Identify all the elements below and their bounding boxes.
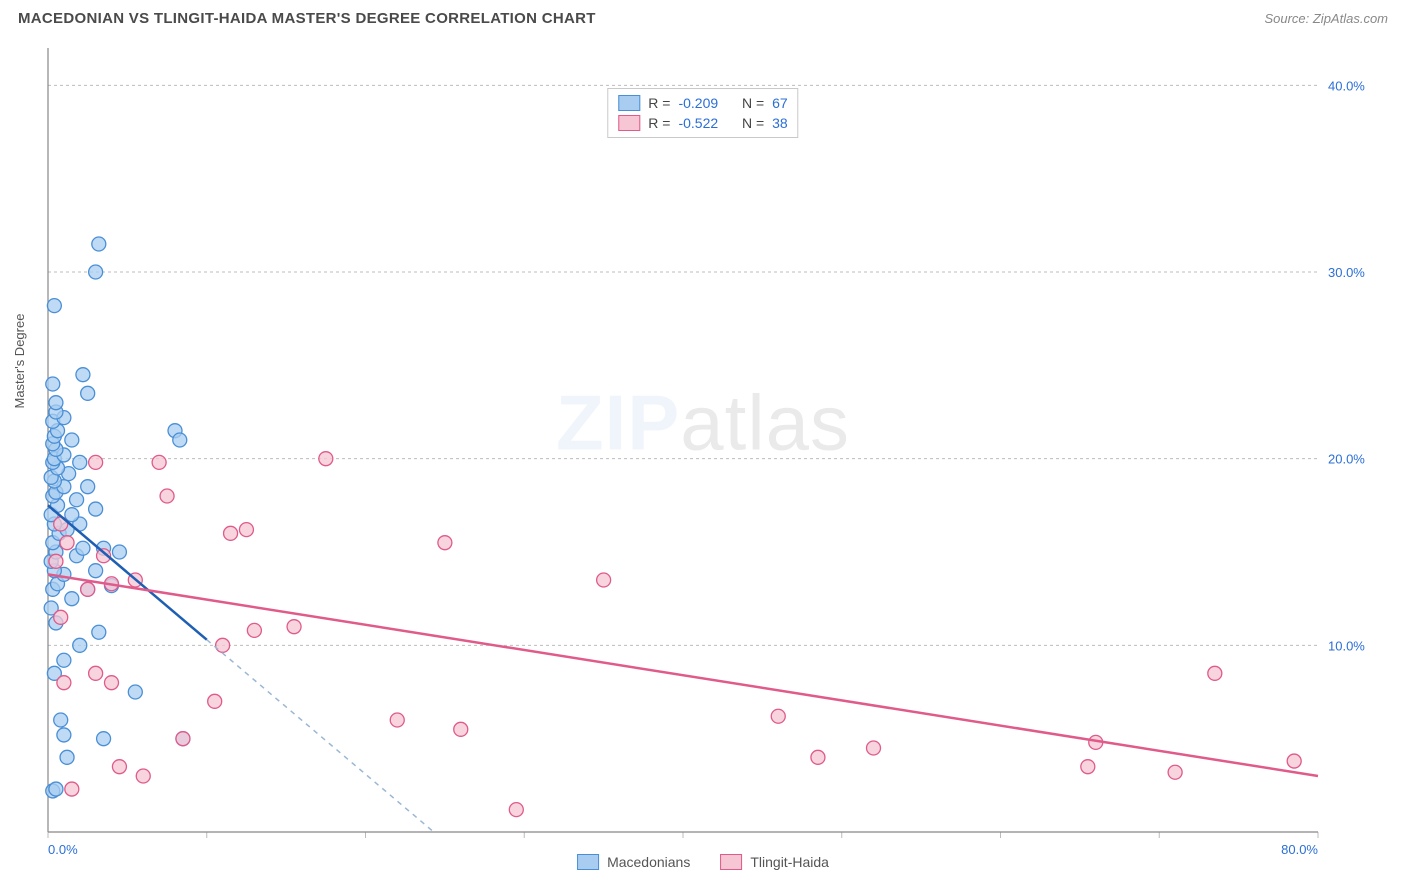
scatter-chart: 10.0% 20.0% 30.0% 40.0% 0.0% 80.0% <box>18 40 1388 872</box>
svg-text:40.0%: 40.0% <box>1328 78 1365 93</box>
swatch-tlingit <box>618 115 640 131</box>
chart-area: Master's Degree ZIPatlas 10.0%20.0%30.0%… <box>18 40 1388 872</box>
swatch-macedonians-icon <box>577 854 599 870</box>
series-legend: Macedonians Tlingit-Haida <box>577 854 829 870</box>
n-value-macedonians: 67 <box>772 95 788 111</box>
chart-title: MACEDONIAN VS TLINGIT-HAIDA MASTER'S DEG… <box>18 10 596 27</box>
svg-text:0.0%: 0.0% <box>48 842 78 857</box>
source-attribution: Source: ZipAtlas.com <box>1264 11 1388 26</box>
n-value-tlingit: 38 <box>772 115 788 131</box>
svg-text:10.0%: 10.0% <box>1328 638 1365 653</box>
legend-item-tlingit: Tlingit-Haida <box>720 854 829 870</box>
legend-label-tlingit: Tlingit-Haida <box>750 854 829 870</box>
svg-text:30.0%: 30.0% <box>1328 265 1365 280</box>
y-axis-label: Master's Degree <box>12 314 27 409</box>
swatch-tlingit-icon <box>720 854 742 870</box>
r-value-macedonians: -0.209 <box>678 95 718 111</box>
legend-item-macedonians: Macedonians <box>577 854 690 870</box>
swatch-macedonians <box>618 95 640 111</box>
svg-text:80.0%: 80.0% <box>1281 842 1318 857</box>
legend-label-macedonians: Macedonians <box>607 854 690 870</box>
legend-row-macedonians: R = -0.209 N = 67 <box>618 93 787 113</box>
correlation-legend: R = -0.209 N = 67 R = -0.522 N = 38 <box>607 88 798 138</box>
r-value-tlingit: -0.522 <box>678 115 718 131</box>
svg-text:20.0%: 20.0% <box>1328 452 1365 467</box>
legend-row-tlingit: R = -0.522 N = 38 <box>618 113 787 133</box>
